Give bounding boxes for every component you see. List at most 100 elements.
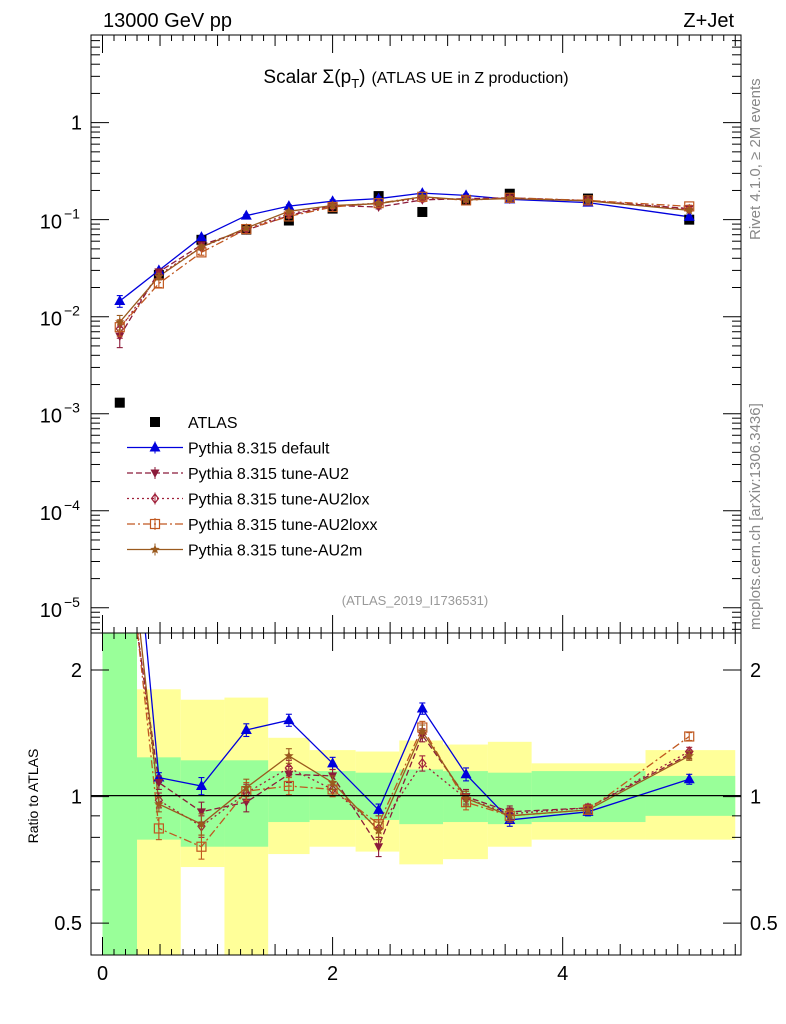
legend-marker-ATLAS: [150, 417, 160, 427]
y-tick-exponent: −5: [64, 594, 80, 610]
y-tick-exponent: −2: [64, 303, 80, 319]
main-point-tune_AU2loxx: [373, 198, 384, 209]
legend-label-tune_AU2loxx: Pythia 8.315 tune-AU2loxx: [188, 517, 377, 534]
ratio-point-tune_AU2loxx: [196, 841, 207, 852]
main-line-tune_AU2loxx: [119, 196, 690, 328]
main-point-tune_AU2m: [327, 200, 338, 210]
ratio-point-tune_AU2m: [241, 782, 252, 792]
y-tick-exponent: −3: [64, 400, 80, 416]
main-point-tune_AU2loxx: [582, 195, 594, 206]
y-tick-label: 1: [71, 113, 82, 135]
ratio-point-tune_AU2m: [154, 799, 164, 809]
series-lines: [119, 192, 690, 849]
analysis-watermark: (ATLAS_2019_I1736531): [342, 593, 488, 608]
ratio-point-tune_AU2: [154, 779, 164, 788]
main-point-ATLAS: [417, 206, 428, 217]
main-point-default: [240, 209, 252, 220]
main-point-tune_AU2m: [417, 191, 428, 201]
main-line-tune_AU2m: [119, 196, 690, 323]
ratio-y-tick-label: 2: [71, 660, 82, 682]
ratio-point-default: [240, 724, 252, 735]
y-tick-exponent: −1: [64, 206, 80, 222]
ratio-ylabel: Ratio to ATLAS: [25, 749, 41, 844]
main-point-default: [683, 210, 695, 221]
ratio-line-default: [144, 632, 690, 821]
ratio-point-default: [683, 773, 695, 784]
ratio-point-tune_AU2: [374, 843, 384, 852]
ratio-point-tune_AU2loxx: [153, 823, 164, 834]
main-line-default: [119, 192, 690, 302]
ratio-point-tune_AU2m: [373, 825, 384, 835]
ratio-y-tick-label-right: 2: [750, 660, 761, 682]
main-point-tune_AU2m: [373, 198, 384, 208]
main-point-tune_AU2m: [684, 205, 694, 215]
ratio-point-tune_AU2loxx: [283, 780, 294, 792]
y-tick-exponent: −4: [64, 497, 80, 513]
ratio-point-default: [373, 803, 385, 814]
y-tick-label: 10: [40, 406, 62, 428]
axis-ticks: 110 −110 −210 −310 −410 −50 2 40.5 0.51 12 2: [40, 34, 778, 985]
series-points: [114, 187, 695, 860]
ratio-point-tune_AU2m: [417, 726, 428, 736]
x-tick-label: 2: [327, 963, 338, 985]
main-point-tune_AU2m: [583, 195, 593, 205]
band-inner: [180, 760, 225, 847]
ratio-point-tune_AU2m: [461, 793, 471, 803]
main-point-tune_AU2m: [505, 193, 515, 203]
ratio-bands: [102, 633, 736, 955]
ratio-line-tune_AU2: [136, 632, 690, 849]
main-point-default: [114, 295, 126, 306]
process-label: Z+Jet: [683, 10, 734, 32]
legend: ATLAS Pythia 8.315 default Pythia 8.315 tu…: [127, 415, 377, 560]
main-point-ATLAS: [114, 397, 125, 408]
ratio-point-tune_AU2loxx: [684, 731, 695, 742]
band-inner: [399, 769, 444, 825]
main-point-tune_AU2m: [241, 223, 252, 233]
ratio-point-default: [416, 702, 428, 713]
rivet-version-label: Rivet 4.1.0, ≥ 2M events: [747, 78, 764, 240]
ratio-y-tick-label-right: 1: [750, 787, 761, 809]
main-line-tune_AU2: [119, 197, 690, 337]
main-line-tune_AU2lox: [119, 197, 690, 330]
mcplots-label: mcplots.cern.ch [arXiv:1306.3436]: [747, 403, 764, 630]
ratio-point-tune_AU2m: [327, 777, 338, 787]
ratio-point-tune_AU2lox: [284, 762, 294, 774]
x-tick-label: 4: [557, 963, 568, 985]
legend-label-tune_AU2lox: Pythia 8.315 tune-AU2lox: [188, 492, 369, 509]
ratio-y-tick-label: 1: [71, 787, 82, 809]
y-tick-label: 10: [40, 503, 62, 525]
legend-label-default: Pythia 8.315 default: [188, 441, 330, 458]
legend-label-ATLAS: ATLAS: [188, 415, 238, 432]
y-tick-label: 10: [40, 212, 62, 234]
ratio-point-tune_AU2m: [583, 804, 593, 814]
y-tick-label: 10: [40, 600, 62, 622]
ratio-point-tune_AU2m: [684, 750, 694, 760]
ratio-point-default: [327, 757, 339, 768]
chart-title: Scalar Σ(pT) (ATLAS UE in Z production): [263, 67, 568, 91]
ratio-line-tune_AU2m: [139, 632, 690, 832]
energy-label: 13000 GeV pp: [103, 10, 232, 32]
ratio-point-tune_AU2lox: [418, 757, 427, 769]
main-point-default: [283, 200, 295, 211]
main-point-tune_AU2m: [284, 206, 294, 216]
main-point-default: [373, 192, 385, 203]
main-point-tune_AU2m: [196, 242, 207, 252]
ratio-point-tune_AU2m: [505, 810, 515, 820]
main-point-default: [195, 231, 207, 242]
legend-label-tune_AU2: Pythia 8.315 tune-AU2: [188, 466, 349, 483]
x-tick-label: 0: [97, 963, 108, 985]
ratio-point-tune_AU2m: [284, 750, 294, 760]
ratio-y-tick-label: 0.5: [54, 913, 82, 935]
main-point-tune_AU2m: [115, 317, 125, 327]
band-inner: [102, 633, 138, 955]
main-point-tune_AU2loxx: [504, 192, 515, 203]
main-point-tune_AU2m: [461, 194, 471, 204]
ratio-line-tune_AU2lox: [137, 632, 690, 830]
main-point-tune_AU2m: [154, 271, 164, 281]
ratio-plot-frame: [90, 632, 742, 956]
ratio-point-tune_AU2m: [196, 819, 207, 829]
ratio-point-tune_AU2: [196, 808, 206, 817]
ratio-point-default: [283, 714, 295, 725]
ratio-point-default: [460, 768, 472, 779]
